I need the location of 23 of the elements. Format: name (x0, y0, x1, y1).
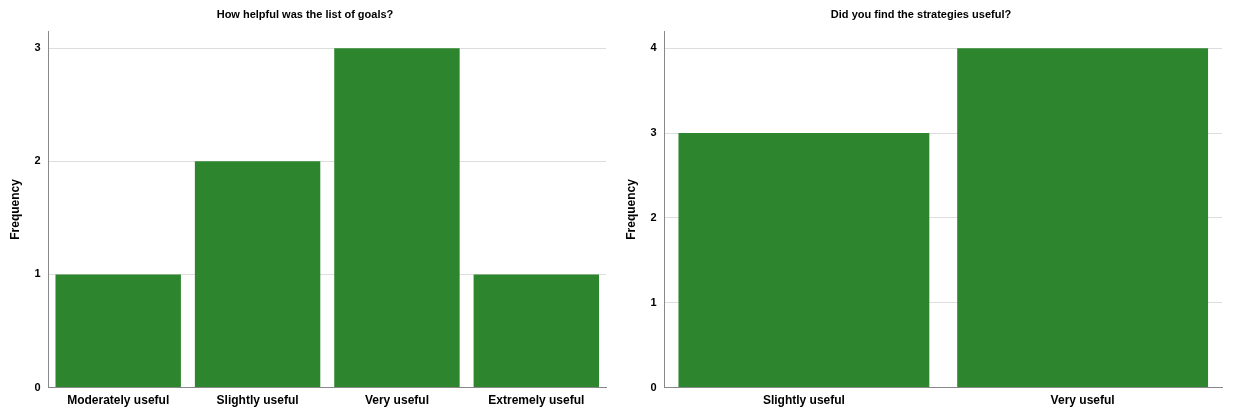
x-tick-label: Slightly useful (216, 393, 299, 408)
y-tick-label: 0 (650, 380, 657, 393)
x-tick-label: Extremely useful (488, 393, 585, 408)
x-tick-label: Very useful (364, 393, 429, 408)
x-tick-label: Very useful (1050, 393, 1115, 408)
y-tick-label: 2 (34, 154, 41, 167)
bar (473, 274, 600, 388)
chart-title: How helpful was the list of goals? (216, 7, 394, 20)
y-tick-label: 4 (650, 41, 658, 54)
y-tick-label: 1 (650, 295, 657, 308)
bar (55, 274, 181, 388)
x-tick-label: Moderately useful (67, 393, 170, 408)
bar (194, 161, 321, 388)
y-tick-label: 3 (34, 41, 41, 54)
y-tick-label: 3 (650, 126, 657, 139)
y-tick-label: 0 (34, 380, 41, 393)
y-tick-label: 1 (34, 267, 41, 280)
x-tick-label: Slightly useful (762, 393, 845, 408)
chart-title: Did you find the strategies useful? (830, 7, 1012, 20)
y-tick-label: 2 (650, 210, 657, 223)
y-axis-title: Frequency (7, 178, 22, 240)
bar (334, 48, 460, 388)
y-axis-title: Frequency (623, 178, 638, 240)
